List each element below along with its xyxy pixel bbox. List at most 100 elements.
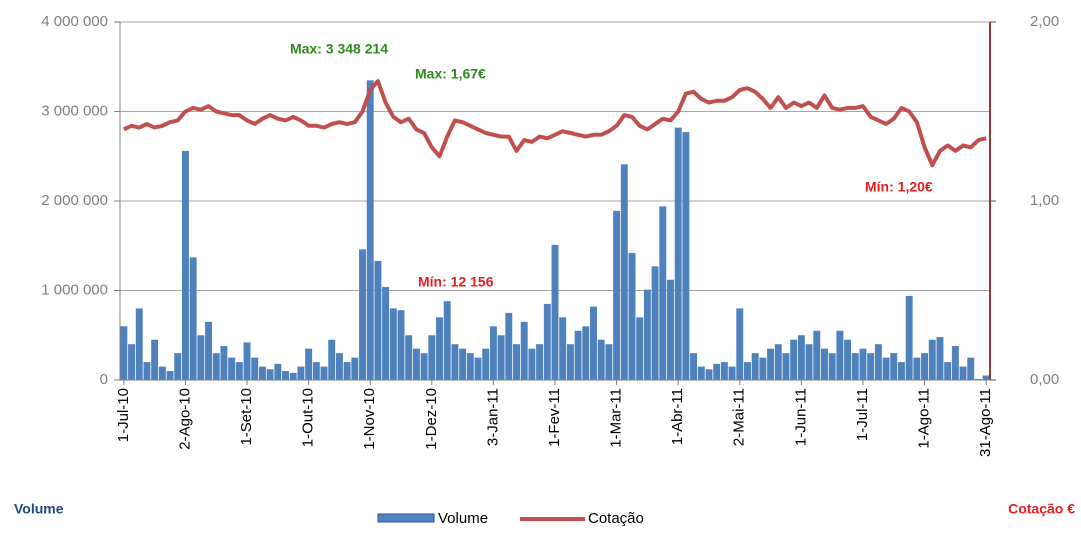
volume-bar (559, 317, 567, 380)
x-tick-label: 1-Jul-10 (115, 388, 132, 442)
volume-bar (643, 289, 651, 380)
volume-bar (936, 337, 944, 380)
volume-bar (959, 366, 967, 380)
volume-bar (405, 335, 413, 380)
annotation: Max: 3 348 214 (290, 41, 388, 57)
y-axis-label: Volume (14, 501, 64, 517)
volume-bar (459, 348, 467, 380)
volume-bar (674, 127, 682, 380)
volume-bar (351, 357, 359, 380)
volume-bar (736, 308, 744, 380)
legend-label: Volume (438, 510, 488, 527)
x-tick-label: 2-Mai-11 (731, 388, 748, 446)
x-tick-label: 1-Out-10 (300, 388, 317, 447)
volume-bar (897, 362, 905, 380)
volume-bar (328, 339, 336, 380)
volume-bar (859, 348, 867, 380)
annotation: Max: 1,67€ (415, 66, 486, 82)
volume-bar (174, 353, 182, 380)
volume-bar (836, 330, 844, 380)
volume-bar (466, 353, 474, 380)
volume-bar (605, 344, 613, 380)
volume-bar (312, 362, 320, 380)
volume-bar (428, 335, 436, 380)
volume-bar (651, 266, 659, 380)
volume-bar (751, 353, 759, 380)
x-tick-label: 1-Jul-11 (854, 388, 871, 441)
volume-bar (767, 348, 775, 380)
volume-bar (474, 357, 482, 380)
volume-bar (882, 357, 890, 380)
volume-bar (905, 295, 913, 380)
volume-bar (397, 310, 405, 380)
y-tick-label: 0 (100, 371, 108, 388)
volume-bar (582, 326, 590, 380)
y2-axis-label: Cotação € (1008, 501, 1075, 517)
volume-bar (482, 348, 490, 380)
y2-tick-label: 2,00 (1030, 13, 1059, 30)
volume-bar (797, 335, 805, 380)
volume-bar (266, 369, 274, 380)
volume-bar (151, 339, 159, 380)
y-tick-label: 3 000 000 (41, 102, 108, 119)
x-tick-label: 1-Ago-11 (916, 388, 933, 449)
volume-bar (359, 249, 366, 380)
y-tick-label: 4 000 000 (41, 13, 108, 30)
volume-bar (844, 339, 852, 380)
volume-bar (928, 339, 936, 380)
volume-bar (744, 362, 751, 380)
x-tick-label: 1-Dez-10 (423, 388, 440, 450)
volume-bar (921, 353, 929, 380)
volume-bar (551, 244, 559, 380)
volume-bar (251, 357, 259, 380)
volume-bar (505, 312, 513, 380)
volume-bar (513, 344, 520, 380)
volume-bar (489, 326, 497, 380)
volume-bar (258, 366, 266, 380)
volume-bar (305, 348, 313, 380)
volume-bar (389, 308, 397, 380)
volume-bar (274, 363, 282, 380)
y-tick-label: 2 000 000 (41, 192, 108, 209)
volume-bar (436, 317, 443, 380)
x-tick-label: 2-Ago-10 (176, 388, 193, 450)
volume-bar (944, 362, 952, 380)
volume-bar (520, 321, 528, 380)
volume-bar (590, 306, 597, 380)
volume-bar (620, 164, 628, 380)
volume-bar (774, 344, 782, 380)
volume-bar (821, 348, 828, 380)
price-line (122, 79, 987, 168)
volume-bar (690, 353, 698, 380)
volume-bar (212, 353, 220, 380)
volume-bar (636, 317, 644, 380)
volume-bar (536, 344, 544, 380)
volume-bar (382, 286, 390, 380)
volume-bar (143, 362, 151, 380)
volume-bar (135, 308, 143, 380)
volume-bar (497, 335, 505, 380)
volume-bar (566, 344, 574, 380)
y2-tick-label: 0,00 (1030, 371, 1059, 388)
volume-bar (805, 344, 813, 380)
volume-bar (913, 357, 921, 380)
volume-bar (189, 257, 197, 380)
volume-bar (628, 252, 636, 380)
volume-bar (451, 344, 459, 380)
x-tick-label: 1-Abr-11 (669, 388, 686, 445)
volume-bar (128, 344, 136, 380)
annotation: Mín: 1,20€ (865, 179, 933, 195)
legend-label: Cotação (588, 510, 644, 527)
y-tick-label: 1 000 000 (41, 281, 108, 298)
volume-bar (528, 348, 536, 380)
volume-bar (782, 353, 790, 380)
volume-bar (613, 210, 621, 380)
volume-bar (967, 357, 975, 380)
volume-bar (320, 366, 328, 380)
volume-bar (228, 357, 236, 380)
volume-bar (289, 372, 297, 380)
x-tick-label: 3-Jan-11 (484, 388, 501, 446)
volume-bar (335, 353, 343, 380)
volume-bar (374, 260, 382, 380)
